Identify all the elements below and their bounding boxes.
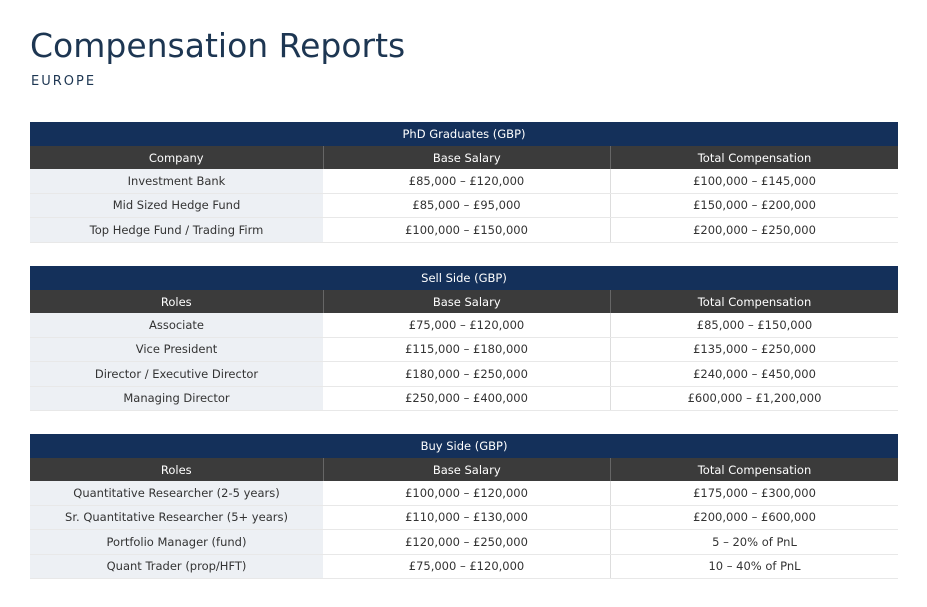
table-row: Managing Director £250,000 – £400,000 £600… — [30, 386, 898, 411]
table-cell: £180,000 – £250,000 — [323, 361, 611, 387]
table-cell: Vice President — [30, 337, 323, 362]
table-cell: £200,000 – £600,000 — [610, 505, 898, 530]
table-cell: £200,000 – £250,000 — [610, 217, 898, 243]
table-cell: £120,000 – £250,000 — [323, 529, 611, 555]
table-cell: £150,000 – £200,000 — [610, 193, 898, 218]
table-row: Sr. Quantitative Researcher (5+ years) £1… — [30, 505, 898, 530]
compensation-table: PhD Graduates (GBP) Company Base Salary Tot… — [30, 122, 898, 243]
table-caption: Buy Side (GBP) — [30, 434, 898, 458]
compensation-table: Buy Side (GBP) Roles Base Salary Total Comp… — [30, 434, 898, 579]
table-cell: £100,000 – £150,000 — [323, 217, 611, 243]
table-cell: Investment Bank — [30, 169, 323, 194]
table-cell: £135,000 – £250,000 — [610, 337, 898, 362]
table-cell: £250,000 – £400,000 — [323, 386, 611, 411]
table-cell: £75,000 – £120,000 — [323, 554, 611, 579]
page-title: Compensation Reports — [30, 26, 406, 65]
table-cell: 10 – 40% of PnL — [610, 554, 898, 579]
table-cell: Mid Sized Hedge Fund — [30, 193, 323, 218]
column-header: Base Salary — [322, 458, 611, 481]
table-cell: Quantitative Researcher (2-5 years) — [30, 481, 323, 506]
table-cell: £100,000 – £145,000 — [610, 169, 898, 194]
table-cell: £75,000 – £120,000 — [323, 313, 611, 338]
column-header: Roles — [30, 290, 323, 313]
table-row: Mid Sized Hedge Fund £85,000 – £95,000 £15… — [30, 193, 898, 218]
table-cell: £85,000 – £95,000 — [323, 193, 611, 218]
table-caption: PhD Graduates (GBP) — [30, 122, 898, 146]
table-cell: £175,000 – £300,000 — [610, 481, 898, 506]
table-cell: £85,000 – £150,000 — [610, 313, 898, 338]
table-row: Associate £75,000 – £120,000 £85,000 – £15… — [30, 313, 898, 338]
table-cell: £85,000 – £120,000 — [323, 169, 611, 194]
table-row: Investment Bank £85,000 – £120,000 £100,00… — [30, 169, 898, 194]
region-subtitle: EUROPE — [31, 74, 97, 89]
column-header: Total Compensation — [610, 290, 898, 313]
table-caption: Sell Side (GBP) — [30, 266, 898, 290]
table-cell: Portfolio Manager (fund) — [30, 529, 323, 555]
column-header: Total Compensation — [610, 146, 898, 169]
table-row: Portfolio Manager (fund) £120,000 – £250,… — [30, 529, 898, 555]
table-cell: £110,000 – £130,000 — [323, 505, 611, 530]
table-cell: Associate — [30, 313, 323, 338]
column-header: Base Salary — [322, 146, 611, 169]
table-row: Quantitative Researcher (2-5 years) £100,… — [30, 481, 898, 506]
column-header: Base Salary — [322, 290, 611, 313]
table-cell: Sr. Quantitative Researcher (5+ years) — [30, 505, 323, 530]
compensation-table: Sell Side (GBP) Roles Base Salary Total Com… — [30, 266, 898, 411]
table-cell: £240,000 – £450,000 — [610, 361, 898, 387]
column-header: Total Compensation — [610, 458, 898, 481]
column-header: Company — [30, 146, 323, 169]
table-cell: Director / Executive Director — [30, 361, 323, 387]
table-row: Director / Executive Director £180,000 – … — [30, 361, 898, 387]
table-cell: 5 – 20% of PnL — [610, 529, 898, 555]
column-header: Roles — [30, 458, 323, 481]
table-row: Quant Trader (prop/HFT) £75,000 – £120,00… — [30, 554, 898, 579]
table-cell: £115,000 – £180,000 — [323, 337, 611, 362]
table-cell: £100,000 – £120,000 — [323, 481, 611, 506]
table-cell: £600,000 – £1,200,000 — [610, 386, 898, 411]
table-cell: Top Hedge Fund / Trading Firm — [30, 217, 323, 243]
table-cell: Quant Trader (prop/HFT) — [30, 554, 323, 579]
table-row: Vice President £115,000 – £180,000 £135,00… — [30, 337, 898, 362]
table-cell: Managing Director — [30, 386, 323, 411]
table-row: Top Hedge Fund / Trading Firm £100,000 – … — [30, 217, 898, 243]
